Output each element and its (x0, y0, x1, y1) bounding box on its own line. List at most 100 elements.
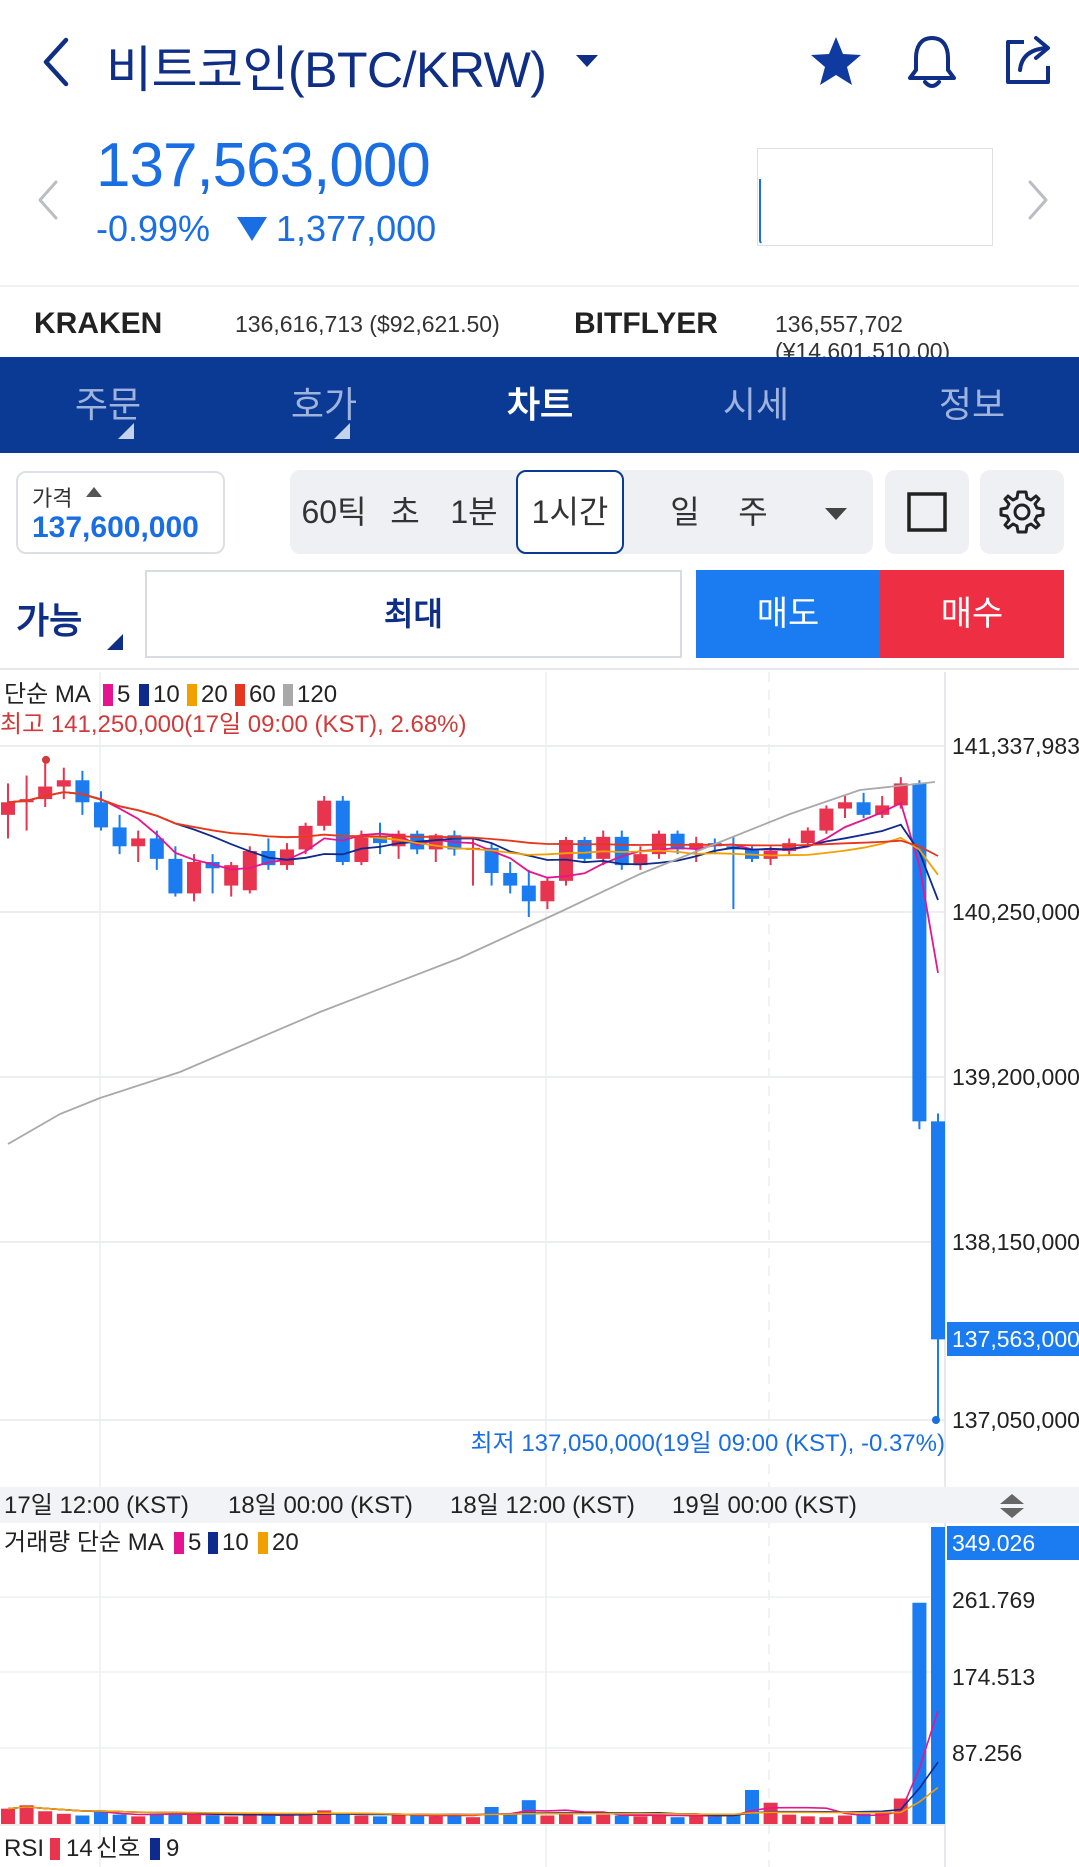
volume-max-label: 349.026 (952, 1530, 1035, 1556)
tab-info[interactable]: 정보 (864, 357, 1079, 453)
volume-bar (391, 1814, 406, 1824)
candle-body (224, 865, 239, 886)
tab-bar: 주문 호가 차트 시세 정보 (0, 357, 1079, 453)
next-chevron-icon[interactable] (1026, 178, 1050, 222)
candle-body (484, 847, 499, 874)
volume-bar (447, 1813, 462, 1824)
volume-bar (1, 1808, 15, 1824)
candle-body (1, 802, 15, 815)
back-chevron-icon[interactable] (38, 34, 72, 90)
candle-body (335, 800, 350, 862)
resize-handle-icon (1000, 1508, 1024, 1518)
timeframe-60tick[interactable]: 60틱 (301, 494, 367, 530)
volume-bar (521, 1800, 536, 1824)
ma-legend-swatch (283, 684, 293, 706)
app-header: 비트코인(BTC/KRW) (0, 0, 1079, 130)
y-tick-label: 139,200,000 (952, 1064, 1079, 1090)
tab-order[interactable]: 주문 (0, 357, 216, 453)
y-tick-label: 141,337,983 (952, 733, 1079, 759)
volume-ma-line (7, 1786, 939, 1816)
exchange-name: BITFLYER (574, 307, 718, 340)
buy-button[interactable]: 매수 (880, 570, 1064, 658)
dropdown-caret-icon[interactable] (576, 55, 598, 67)
current-price-label: 137,563,000 (952, 1326, 1079, 1352)
rsi-signal-label: 신호 (96, 1835, 140, 1862)
timeframe-day[interactable]: 일 (670, 494, 700, 530)
timeframe-1hour[interactable]: 1시간 (516, 470, 624, 554)
volume-bar (224, 1816, 239, 1824)
price-selector[interactable]: 가격 137,600,000 (16, 471, 225, 554)
timeframe-dropdown-icon[interactable] (825, 508, 847, 520)
candle-body (577, 839, 592, 859)
volume-bar (726, 1814, 741, 1824)
timeframe-week[interactable]: 주 (738, 494, 768, 530)
fullscreen-button[interactable] (885, 470, 969, 554)
rsi-swatch (150, 1838, 160, 1860)
volume-bar (484, 1806, 499, 1824)
volume-bar (75, 1815, 90, 1824)
available-label[interactable]: 가능 (16, 600, 83, 641)
candle-body (168, 858, 183, 894)
volume-bar (94, 1812, 108, 1824)
candle-body (521, 885, 536, 902)
settings-button[interactable] (980, 470, 1064, 554)
volume-bar (354, 1815, 369, 1824)
tab-market-price[interactable]: 시세 (648, 357, 864, 453)
volume-max-badge (947, 1526, 1079, 1560)
tab-label: 호가 (290, 384, 358, 425)
tab-orderbook[interactable]: 호가 (216, 357, 432, 453)
candle-body (856, 802, 871, 815)
candle-body (242, 850, 257, 891)
timeframe-1min[interactable]: 1분 (450, 494, 498, 530)
volume-bar (931, 1527, 945, 1824)
ma-line (7, 781, 936, 1145)
volume-ma-line (7, 1710, 939, 1817)
divider (0, 668, 1079, 670)
candle-body (689, 843, 704, 850)
sell-button[interactable]: 매도 (696, 570, 880, 658)
candle-body (187, 861, 201, 894)
volume-bar (707, 1816, 722, 1824)
volume-bar (466, 1817, 480, 1824)
candle-body (838, 802, 852, 809)
volume-bar (800, 1816, 815, 1824)
candle-body (503, 873, 518, 886)
max-button[interactable]: 최대 (145, 570, 682, 658)
candle-body (112, 827, 127, 847)
volume-bar (763, 1802, 778, 1824)
volume-bar (559, 1813, 573, 1824)
volume-legend-period: 10 (222, 1529, 249, 1556)
share-icon[interactable] (1000, 32, 1056, 88)
ma-legend-period: 10 (153, 681, 180, 708)
rsi-label: RSI (4, 1835, 44, 1862)
volume-bar (149, 1813, 164, 1824)
square-icon (907, 492, 947, 532)
exchange-name: KRAKEN (34, 307, 163, 340)
volume-bar (577, 1816, 592, 1824)
mini-chart-line (759, 179, 762, 244)
tab-label: 정보 (938, 384, 1006, 425)
timeframe-second[interactable]: 초 (390, 494, 420, 530)
tab-chart[interactable]: 차트 (432, 357, 648, 453)
high-annotation: 최고 141,250,000(17일 09:00 (KST), 2.68%) (0, 711, 467, 738)
page-title[interactable]: 비트코인(BTC/KRW) (106, 42, 547, 98)
submenu-corner-icon (107, 634, 123, 650)
star-icon[interactable] (808, 34, 864, 90)
low-annotation: 최저 137,050,000(19일 09:00 (KST), -0.37%) (471, 1430, 946, 1457)
high-marker (42, 755, 50, 764)
prev-chevron-icon[interactable] (36, 178, 60, 222)
volume-bar (19, 1805, 34, 1824)
y-tick-label: 138,150,000 (952, 1229, 1079, 1255)
volume-bar (838, 1815, 852, 1824)
candle-body (75, 780, 90, 803)
tab-label: 주문 (74, 384, 142, 425)
volume-y-tick: 174.513 (952, 1664, 1035, 1690)
candle-body (782, 843, 797, 851)
mini-chart[interactable] (757, 148, 993, 246)
price-chart[interactable]: 단순 MA 5 10 20 60 120 최고 141,250,000(17일 09:00 … (0, 672, 1079, 1867)
volume-bar (875, 1812, 890, 1824)
candle-body (317, 800, 332, 826)
price-value: 137,600,000 (32, 511, 199, 544)
bell-icon[interactable] (904, 32, 960, 92)
candle-body (540, 880, 555, 902)
